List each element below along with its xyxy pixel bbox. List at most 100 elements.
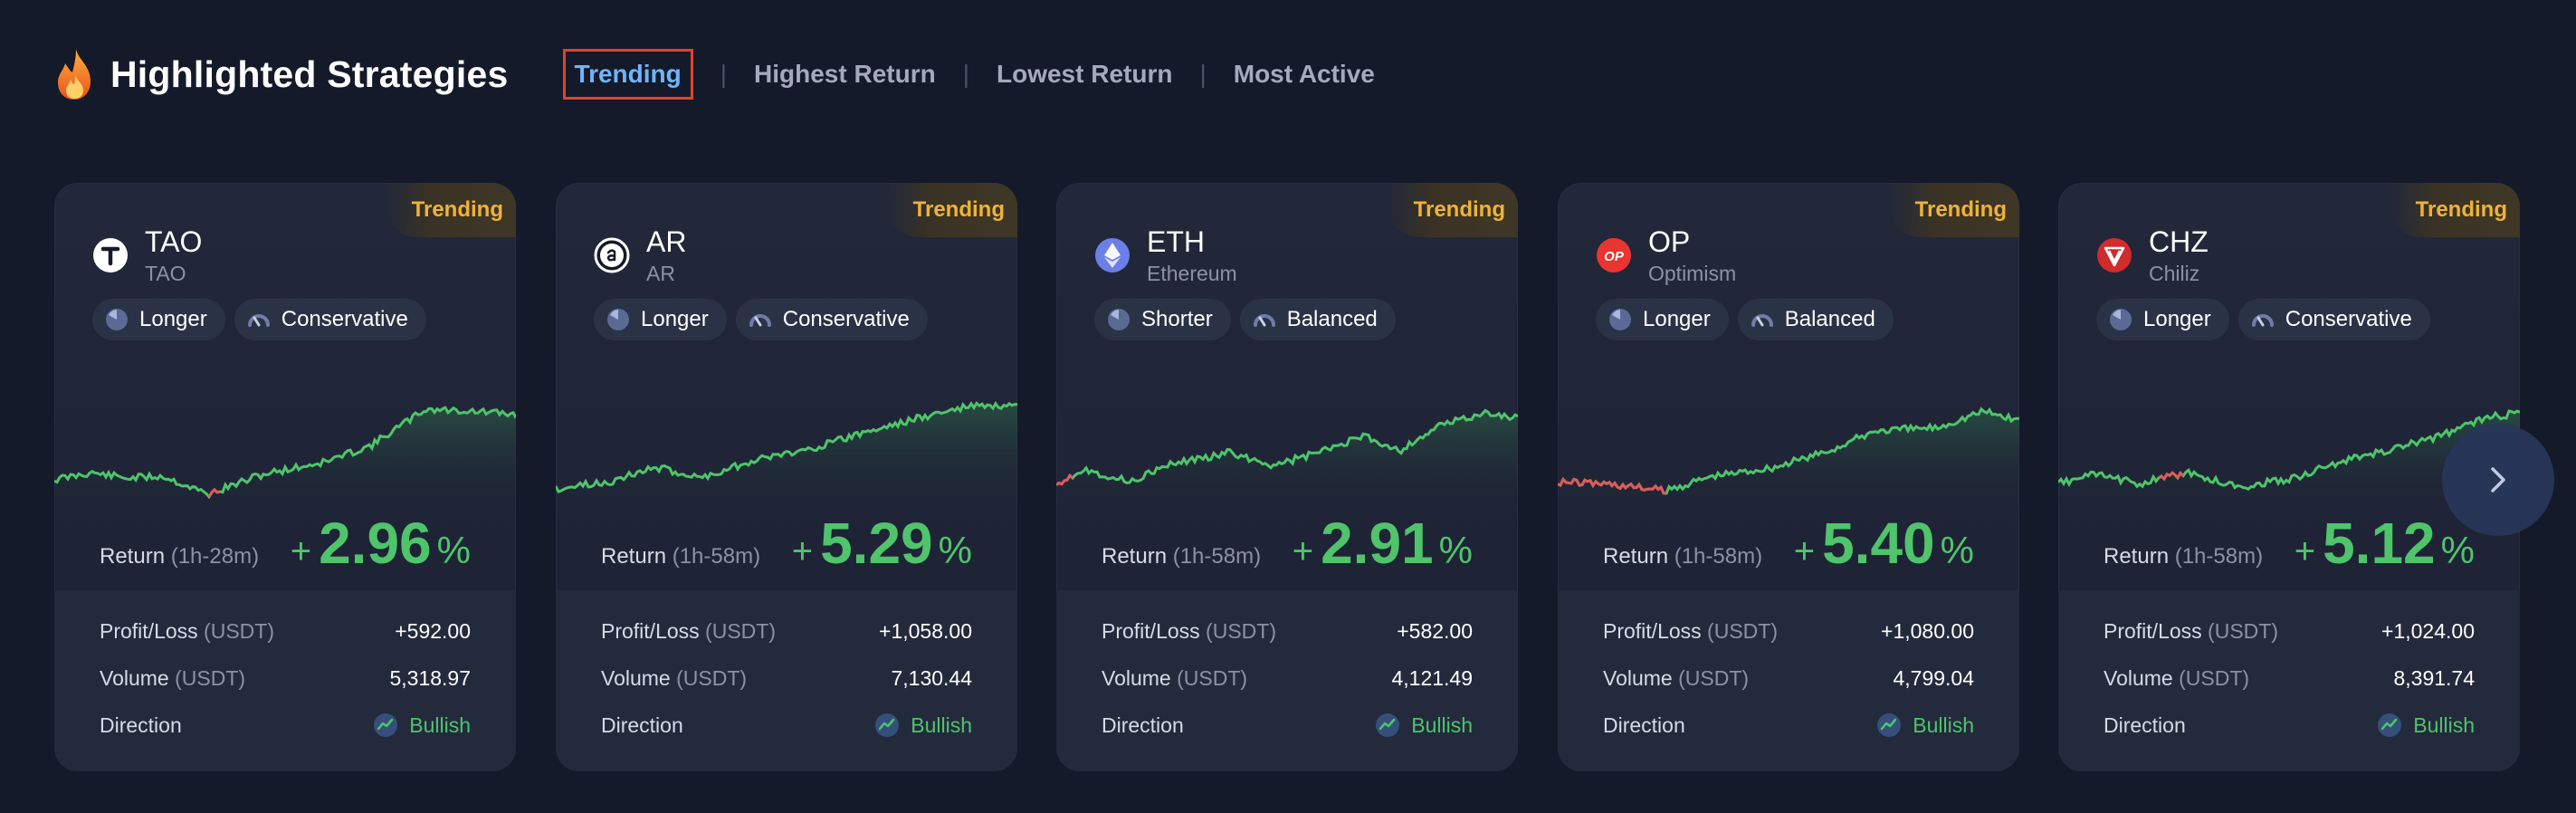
- return-number: 5.12: [2323, 511, 2436, 576]
- return-duration: (1h-58m): [2174, 544, 2264, 569]
- return-percent: %: [938, 529, 972, 571]
- direction-value: Bullish: [1913, 713, 1974, 737]
- gauge-icon: [1253, 314, 1275, 327]
- profit-loss-label: Profit/Loss: [100, 618, 198, 643]
- direction-value: Bullish: [911, 713, 972, 737]
- tab-highest-return[interactable]: Highest Return: [754, 60, 936, 88]
- volume-label: Volume: [100, 665, 169, 690]
- clock-icon: [1108, 309, 1130, 330]
- chevron-right-icon: [2491, 467, 2505, 493]
- tab-lowest-return[interactable]: Lowest Return: [997, 60, 1173, 88]
- strategy-card-op[interactable]: Trending OP OP Optimism Longer B: [1558, 183, 2019, 771]
- strategy-card-eth[interactable]: Trending ETH Ethereum Shorter B: [1056, 183, 1518, 771]
- strategy-tabs: Trending | Highest Return | Lowest Retur…: [562, 49, 1375, 100]
- volume-row: Volume (USDT) 4,799.04: [1603, 660, 1974, 696]
- tao-coin-icon: [92, 237, 129, 273]
- return-sign: +: [1793, 531, 1816, 571]
- volume-value: 5,318.97: [389, 665, 471, 690]
- risk-tag: Balanced: [1239, 299, 1396, 340]
- tab-most-active[interactable]: Most Active: [1233, 60, 1375, 88]
- return-label: Return: [2104, 544, 2170, 569]
- direction-label: Direction: [1102, 713, 1184, 737]
- return-value: +5.12%: [2295, 510, 2475, 577]
- sparkline-area: [556, 403, 1017, 509]
- return-sign: +: [791, 531, 814, 571]
- profit-loss-value: +582.00: [1397, 618, 1473, 643]
- volume-label: Volume: [601, 665, 671, 690]
- return-percent: %: [1940, 529, 1974, 571]
- sparkline-area: [54, 407, 516, 509]
- strategy-tags: Longer Conservative: [2096, 299, 2439, 340]
- coin-name: AR: [646, 262, 675, 285]
- direction-value: Bullish: [1411, 713, 1473, 737]
- svg-text:OP: OP: [1604, 249, 1625, 264]
- return-number: 2.91: [1321, 511, 1434, 576]
- section-header: Highlighted Strategies Trending | Highes…: [54, 42, 1375, 107]
- sparkline-line: [556, 400, 1017, 493]
- return-sign: +: [2294, 531, 2316, 571]
- volume-value: 4,799.04: [1893, 665, 1974, 690]
- duration-tag-label: Shorter: [1141, 307, 1213, 331]
- duration-tag: Longer: [92, 299, 225, 340]
- volume-row: Volume (USDT) 7,130.44: [601, 660, 972, 696]
- volume-row: Volume (USDT) 5,318.97: [100, 660, 471, 696]
- strategy-tags: Longer Conservative: [594, 299, 937, 340]
- risk-tag-label: Balanced: [1784, 307, 1875, 331]
- strategy-stats: Profit/Loss (USDT) +592.00 Volume (USDT)…: [54, 590, 516, 771]
- return-label: Return: [1603, 544, 1669, 569]
- volume-unit: (USDT): [1177, 665, 1248, 690]
- return-duration: (1h-58m): [672, 544, 761, 569]
- direction-label: Direction: [100, 713, 182, 737]
- gauge-icon: [749, 314, 771, 327]
- duration-tag-label: Longer: [139, 307, 207, 331]
- direction-row: Direction Bullish: [100, 707, 471, 743]
- chz-coin-icon: [2096, 237, 2132, 273]
- eth-coin-icon: [1094, 237, 1131, 273]
- duration-tag: Shorter: [1094, 299, 1231, 340]
- next-page-button[interactable]: [2442, 424, 2554, 536]
- return-label: Return: [601, 544, 667, 569]
- volume-unit: (USDT): [2179, 665, 2250, 690]
- sparkline-line: [1056, 408, 1518, 486]
- volume-value: 4,121.49: [1391, 665, 1473, 690]
- page-title: Highlighted Strategies: [110, 53, 509, 95]
- trend-up-icon: [1376, 713, 1400, 737]
- risk-tag: Conservative: [735, 299, 928, 340]
- profit-loss-row: Profit/Loss (USDT) +1,080.00: [1603, 613, 1974, 649]
- duration-tag-label: Longer: [2143, 307, 2211, 331]
- coin-header: OP OP Optimism: [1596, 225, 1736, 288]
- return-sparkline: [1558, 406, 2019, 509]
- op-coin-icon: OP: [1596, 237, 1632, 273]
- strategy-tags: Longer Balanced: [1596, 299, 1903, 340]
- return-number: 5.40: [1822, 511, 1935, 576]
- volume-value: 8,391.74: [2393, 665, 2475, 690]
- duration-tag-label: Longer: [641, 307, 709, 331]
- volume-row: Volume (USDT) 4,121.49: [1102, 660, 1473, 696]
- strategy-card-chz[interactable]: Trending CHZ Chiliz Longer Cons: [2058, 183, 2520, 771]
- trend-up-icon: [2378, 713, 2402, 737]
- strategy-stats: Profit/Loss (USDT) +1,024.00 Volume (USD…: [2058, 590, 2520, 771]
- return-sparkline: [54, 406, 516, 509]
- coin-symbol: OP: [1648, 225, 1691, 258]
- return-sparkline: [556, 400, 1017, 509]
- tab-trending[interactable]: Trending: [562, 49, 693, 100]
- direction-row: Direction Bullish: [1603, 707, 1974, 743]
- tab-separator: |: [962, 60, 969, 88]
- clock-icon: [106, 309, 128, 330]
- direction-value: Bullish: [2413, 713, 2475, 737]
- strategy-card-ar[interactable]: Trending AR AR Longer Conservat: [556, 183, 1017, 771]
- coin-name: Optimism: [1648, 262, 1737, 285]
- return-row: Return (1h-58m) +2.91%: [1102, 504, 1473, 577]
- volume-unit: (USDT): [1678, 665, 1750, 690]
- trend-up-icon: [374, 713, 398, 737]
- return-duration: (1h-28m): [170, 544, 260, 569]
- direction-row: Direction Bullish: [2104, 707, 2475, 743]
- trend-up-icon: [875, 713, 900, 737]
- return-row: Return (1h-58m) +5.40%: [1603, 504, 1974, 577]
- coin-name: Ethereum: [1147, 262, 1237, 285]
- trending-badge: Trending: [384, 183, 516, 237]
- return-row: Return (1h-28m) +2.96%: [100, 504, 471, 577]
- coin-header: ETH Ethereum: [1094, 225, 1237, 288]
- strategy-card-tao[interactable]: Trending TAO TAO Longer Conserv: [54, 183, 516, 771]
